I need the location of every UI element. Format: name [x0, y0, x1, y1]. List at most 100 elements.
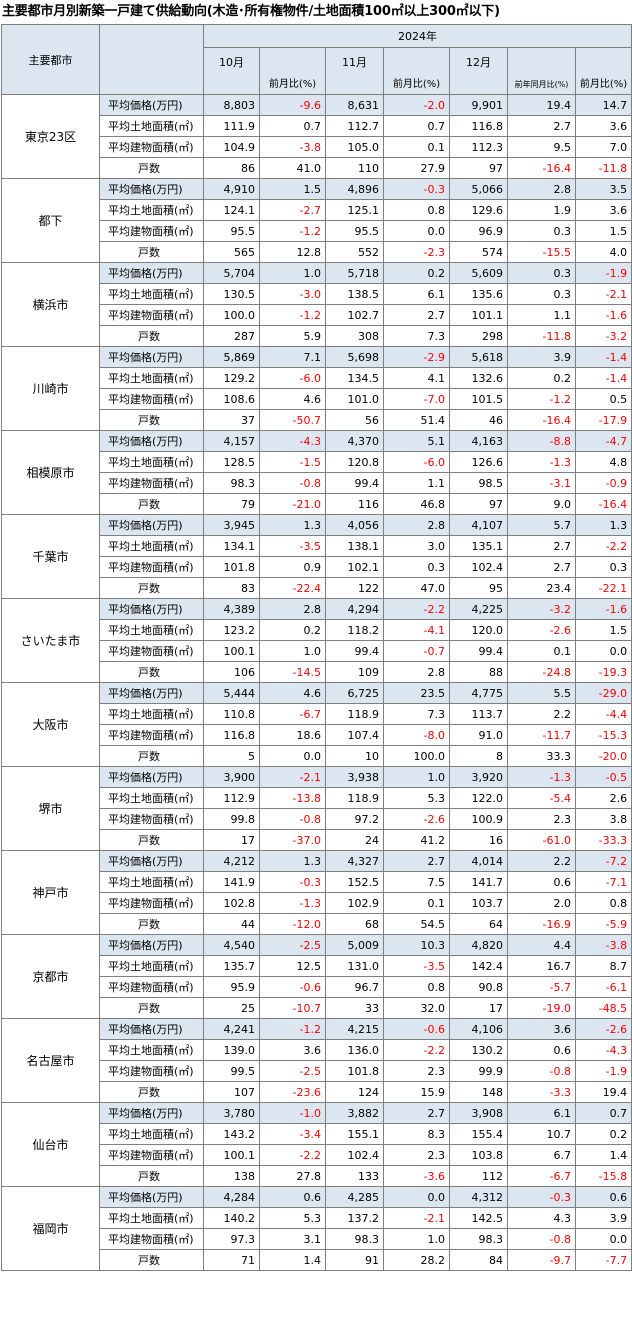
table-row: 平均土地面積(㎡) 139.0 3.6 136.0 -2.2 130.2 0.6 -4.3 [2, 1039, 632, 1061]
table-cell: 4,241 [203, 1018, 260, 1040]
table-cell: 97 [449, 157, 508, 179]
table-cell: 142.4 [449, 955, 508, 977]
table-cell: -0.6 [259, 976, 326, 998]
table-row: 平均土地面積(㎡) 124.1 -2.7 125.1 0.8 129.6 1.9 3.6 [2, 199, 632, 221]
table-cell: 118.2 [325, 619, 384, 641]
header-row-months: 10月 前月比(%) 11月 前月比(%) 12月 前年同月比(%) 前月比(%… [2, 47, 632, 95]
table-cell: 18.6 [259, 724, 326, 746]
table-cell: 64 [449, 913, 508, 935]
metric-label: 平均価格(万円) [99, 850, 204, 872]
table-cell: 116.8 [203, 724, 260, 746]
table-cell: -2.6 [507, 619, 576, 641]
metric-label: 平均価格(万円) [99, 598, 204, 620]
table-cell: 105.0 [325, 136, 384, 158]
table-cell: 1.0 [383, 1228, 450, 1250]
table-cell: 7.3 [383, 325, 450, 347]
table-cell: 3.6 [259, 1039, 326, 1061]
table-cell: 95.5 [203, 220, 260, 242]
table-cell: -0.8 [259, 808, 326, 830]
table-cell: 27.9 [383, 157, 450, 179]
table-cell: 0.3 [383, 556, 450, 578]
city-name: 仙台市 [1, 1102, 100, 1187]
metric-label: 平均土地面積(㎡) [99, 199, 204, 221]
table-cell: -8.8 [507, 430, 576, 452]
table-cell: 5,066 [449, 178, 508, 200]
table-cell: 110 [325, 157, 384, 179]
table-cell: 2.7 [507, 556, 576, 578]
table-row: 戸数 71 1.4 91 28.2 84 -9.7 -7.7 [2, 1249, 632, 1271]
metric-label: 平均土地面積(㎡) [99, 787, 204, 809]
table-cell: -5.7 [507, 976, 576, 998]
table-cell: -2.2 [259, 1144, 326, 1166]
city-name: さいたま市 [1, 598, 100, 683]
metric-label: 平均価格(万円) [99, 766, 204, 788]
table-cell: 4.6 [259, 388, 326, 410]
table-cell: -1.3 [507, 766, 576, 788]
table-cell: 86 [203, 157, 260, 179]
table-cell: -14.5 [259, 661, 326, 683]
metric-label: 戸数 [99, 913, 204, 935]
metric-label: 戸数 [99, 409, 204, 431]
table-row: 平均土地面積(㎡) 112.9 -13.8 118.9 5.3 122.0 -5.4 2.6 [2, 787, 632, 809]
table-cell: 111.9 [203, 115, 260, 137]
table-row: 平均建物面積(㎡) 95.5 -1.2 95.5 0.0 96.9 0.3 1.5 [2, 220, 632, 242]
table-cell: -2.5 [259, 1060, 326, 1082]
metric-label: 平均土地面積(㎡) [99, 703, 204, 725]
city-name: 相模原市 [1, 430, 100, 515]
table-cell: 2.7 [383, 850, 450, 872]
table-cell: 97 [449, 493, 508, 515]
table-cell: 4,820 [449, 934, 508, 956]
table-cell: 4,389 [203, 598, 260, 620]
report-title: 主要都市月別新築一戸建て供給動向(木造･所有権物件/土地面積100㎡以上300㎡… [2, 4, 500, 19]
table-cell: 0.2 [383, 262, 450, 284]
table-cell: 0.3 [507, 262, 576, 284]
table-cell: 137.2 [325, 1207, 384, 1229]
table-cell: -0.6 [383, 1018, 450, 1040]
metric-label: 平均価格(万円) [99, 1186, 204, 1208]
table-cell: 2.6 [574, 787, 632, 809]
metric-label: 平均建物面積(㎡) [99, 724, 204, 746]
table-cell: 10.3 [383, 934, 450, 956]
table-cell: 110.8 [203, 703, 260, 725]
table-cell: 5 [203, 745, 260, 767]
table-cell: 23.5 [383, 682, 450, 704]
table-cell: -0.8 [259, 472, 326, 494]
table-cell: 136.0 [325, 1039, 384, 1061]
table-cell: 98.3 [325, 1228, 384, 1250]
table-cell: -20.0 [574, 745, 632, 767]
table-cell: -4.3 [259, 430, 326, 452]
table-cell: 138.5 [325, 283, 384, 305]
table-cell: 97.3 [203, 1228, 260, 1250]
metric-label: 戸数 [99, 1165, 204, 1187]
table-cell: -15.5 [507, 241, 576, 263]
table-cell: 2.2 [507, 850, 576, 872]
table-cell: -12.0 [259, 913, 326, 935]
table-cell: 112.7 [325, 115, 384, 137]
table-cell: 134.1 [203, 535, 260, 557]
table-cell: -1.5 [259, 451, 326, 473]
table-row: 千葉市 平均価格(万円) 3,945 1.3 4,056 2.8 4,107 5.7 1.3 [1, 514, 632, 599]
table-cell: 4.1 [383, 367, 450, 389]
table-row: 戸数 565 12.8 552 -2.3 574 -15.5 4.0 [2, 241, 632, 263]
mom-header-dec: 前月比(%) [574, 47, 632, 95]
table-cell: -6.1 [574, 976, 632, 998]
table-cell: 135.7 [203, 955, 260, 977]
table-row: 平均土地面積(㎡) 123.2 0.2 118.2 -4.1 120.0 -2.6 1.5 [2, 619, 632, 641]
table-cell: 3,920 [449, 766, 508, 788]
table-cell: 126.6 [449, 451, 508, 473]
table-cell: 1.0 [259, 640, 326, 662]
table-cell: 5.3 [383, 787, 450, 809]
table-cell: -3.2 [507, 598, 576, 620]
table-cell: 4,327 [325, 850, 384, 872]
city-name: 堺市 [1, 766, 100, 851]
table-cell: 0.6 [507, 871, 576, 893]
table-cell: -0.3 [383, 178, 450, 200]
table-cell: 95 [449, 577, 508, 599]
table-cell: -8.0 [383, 724, 450, 746]
table-cell: 103.8 [449, 1144, 508, 1166]
metric-label: 平均土地面積(㎡) [99, 535, 204, 557]
table-row: 平均建物面積(㎡) 98.3 -0.8 99.4 1.1 98.5 -3.1 -0.9 [2, 472, 632, 494]
table-cell: 102.4 [449, 556, 508, 578]
table-cell: 112 [449, 1165, 508, 1187]
table-cell: 2.8 [259, 598, 326, 620]
